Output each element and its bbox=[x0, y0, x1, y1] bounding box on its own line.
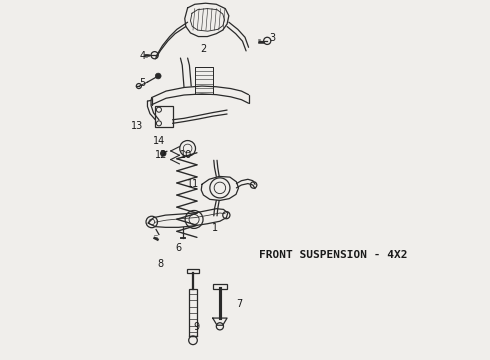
Text: 4: 4 bbox=[140, 51, 146, 61]
Text: 13: 13 bbox=[131, 121, 144, 131]
Text: 14: 14 bbox=[153, 136, 165, 145]
Text: 11: 11 bbox=[187, 179, 199, 189]
Text: FRONT SUSPENSION - 4X2: FRONT SUSPENSION - 4X2 bbox=[259, 250, 408, 260]
Text: 6: 6 bbox=[175, 243, 182, 253]
Text: 12: 12 bbox=[154, 150, 167, 160]
Text: 10: 10 bbox=[180, 150, 192, 160]
Text: 2: 2 bbox=[200, 44, 207, 54]
Text: 5: 5 bbox=[140, 78, 146, 88]
Text: 8: 8 bbox=[158, 259, 164, 269]
Text: 3: 3 bbox=[269, 33, 275, 43]
Circle shape bbox=[216, 323, 223, 330]
Bar bbox=[213, 284, 227, 289]
Circle shape bbox=[161, 151, 166, 156]
Bar bbox=[187, 269, 199, 273]
Bar bbox=[189, 289, 197, 336]
Text: 7: 7 bbox=[237, 299, 243, 309]
Circle shape bbox=[155, 73, 161, 79]
Bar bbox=[155, 106, 172, 127]
Text: 1: 1 bbox=[212, 224, 218, 233]
Text: 9: 9 bbox=[194, 322, 199, 332]
